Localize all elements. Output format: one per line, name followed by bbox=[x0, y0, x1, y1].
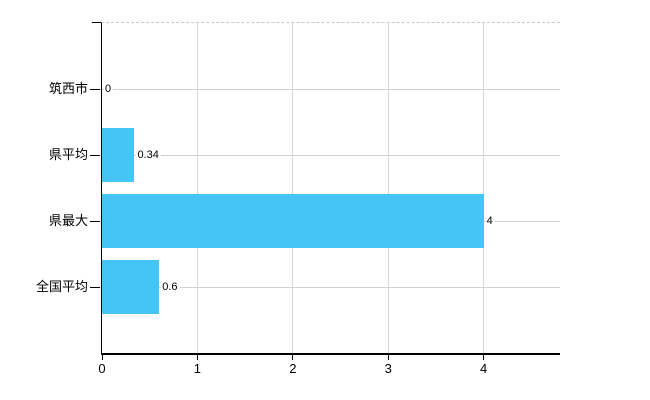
v-gridline bbox=[196, 23, 198, 353]
category-tick bbox=[90, 155, 100, 156]
x-axis-tick bbox=[196, 355, 198, 360]
x-axis-tick bbox=[101, 355, 103, 360]
bar-value-label: 4 bbox=[485, 213, 495, 229]
plot-area: 0 0.34 4 0.6 bbox=[101, 22, 560, 355]
bar-value-label: 0 bbox=[104, 81, 114, 97]
bar-value-label: 0.6 bbox=[161, 279, 180, 295]
category-label: 筑西市 bbox=[48, 81, 88, 96]
v-gridline bbox=[292, 23, 294, 353]
category-label: 県最大 bbox=[48, 213, 88, 228]
x-tick-label: 2 bbox=[289, 361, 297, 376]
category-label: 県平均 bbox=[48, 147, 88, 162]
v-gridline bbox=[387, 23, 389, 353]
bar bbox=[102, 260, 160, 314]
x-tick-label: 3 bbox=[384, 361, 392, 376]
x-axis-tick bbox=[292, 355, 294, 360]
category-tick bbox=[90, 221, 100, 222]
y-axis-end-tick bbox=[92, 22, 101, 23]
category-tick bbox=[90, 287, 100, 288]
bar bbox=[102, 194, 484, 248]
category-label: 全国平均 bbox=[35, 279, 88, 294]
h-gridline bbox=[102, 154, 560, 156]
x-axis-tick bbox=[387, 355, 389, 360]
bar-value-label: 0.34 bbox=[136, 147, 161, 163]
x-tick-label: 0 bbox=[98, 361, 106, 376]
v-gridline bbox=[483, 23, 485, 353]
x-axis-tick bbox=[483, 355, 485, 360]
h-gridline bbox=[102, 286, 560, 288]
h-gridline bbox=[102, 88, 560, 90]
x-tick-label: 4 bbox=[480, 361, 488, 376]
x-tick-label: 1 bbox=[193, 361, 202, 376]
category-tick bbox=[90, 89, 100, 90]
bar bbox=[102, 128, 135, 182]
